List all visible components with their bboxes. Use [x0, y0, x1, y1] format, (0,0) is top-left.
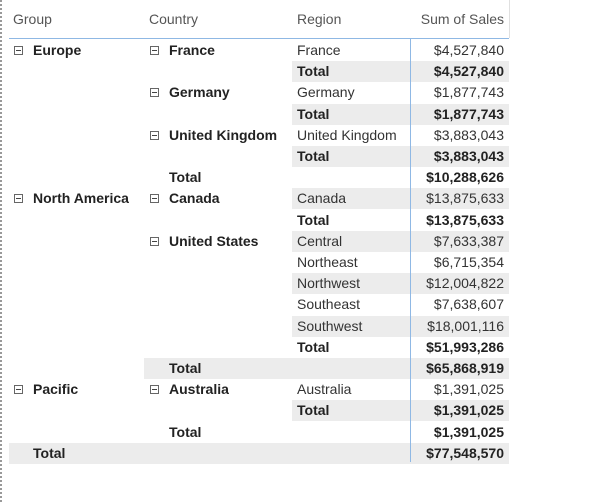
edge-line — [509, 0, 510, 38]
region-cell: Canada — [297, 190, 347, 207]
collapse-icon[interactable] — [150, 46, 159, 55]
row-shade — [292, 400, 509, 422]
region-cell: Total — [297, 148, 330, 164]
sales-cell: $1,877,743 — [433, 84, 504, 101]
sales-cell: $7,638,607 — [433, 296, 504, 313]
collapse-icon[interactable] — [14, 385, 23, 395]
sales-cell: $1,877,743 — [433, 105, 504, 122]
sales-cell: $4,527,840 — [433, 63, 504, 80]
region-cell: Total — [297, 63, 330, 80]
collapse-icon[interactable] — [150, 236, 159, 246]
header-group[interactable]: Group — [13, 11, 52, 27]
row-shade — [292, 103, 509, 125]
group-cell: Europe — [33, 42, 82, 58]
region-cell: Northeast — [297, 254, 358, 270]
sales-cell: $65,868,919 — [426, 360, 504, 376]
region-cell: Total — [297, 338, 330, 355]
collapse-icon[interactable] — [150, 130, 159, 140]
sales-cell: $13,875,633 — [426, 190, 504, 207]
sales-cell: $13,875,633 — [426, 211, 504, 228]
country-cell: Total — [169, 169, 202, 186]
sales-cell: $51,993,286 — [426, 338, 504, 355]
column-divider — [410, 38, 411, 462]
sales-cell: $10,288,626 — [426, 169, 504, 186]
row-shade — [292, 273, 509, 295]
row-shade — [292, 146, 509, 167]
header-country[interactable]: Country — [149, 11, 199, 27]
region-cell: France — [297, 42, 341, 58]
region-cell: Northwest — [297, 275, 361, 292]
row-shade — [292, 188, 509, 210]
row-shade — [292, 315, 509, 337]
country-cell: Germany — [169, 84, 230, 101]
collapse-icon[interactable] — [150, 385, 159, 395]
sales-cell: $7,633,387 — [433, 232, 504, 249]
country-cell: Canada — [169, 190, 220, 207]
sales-cell: $18,001,116 — [427, 317, 504, 334]
sales-cell: $1,391,025 — [433, 423, 504, 440]
group-cell: Pacific — [33, 381, 79, 398]
header-sales[interactable]: Sum of Sales — [420, 11, 504, 27]
region-cell: Germany — [297, 84, 355, 101]
row-shade — [292, 61, 509, 83]
header-divider — [9, 38, 509, 39]
region-cell: Southeast — [297, 296, 361, 313]
sales-cell: $3,883,043 — [433, 148, 504, 164]
group-cell: North America — [33, 190, 129, 207]
country-cell: Total — [169, 423, 202, 440]
sales-cell: $12,004,822 — [426, 275, 504, 292]
sales-cell: $6,715,354 — [433, 254, 504, 270]
sales-cell: $4,527,840 — [433, 42, 504, 58]
country-cell: Total — [169, 360, 202, 376]
collapse-icon[interactable] — [14, 194, 23, 204]
region-cell: Total — [297, 211, 330, 228]
country-cell: United Kingdom — [169, 126, 278, 143]
group-cell: Total — [33, 444, 66, 461]
row-shade — [144, 358, 509, 379]
region-cell: United Kingdom — [297, 126, 397, 143]
row-shade — [292, 230, 509, 252]
collapse-icon[interactable] — [150, 88, 159, 98]
region-cell: Central — [297, 232, 343, 249]
sales-cell: $1,391,025 — [433, 381, 504, 398]
sales-cell: $1,391,025 — [433, 402, 504, 419]
row-shade — [9, 442, 509, 464]
header-region[interactable]: Region — [297, 11, 342, 27]
country-cell: Australia — [169, 381, 229, 398]
country-cell: France — [169, 42, 215, 58]
region-cell: Total — [297, 105, 330, 122]
collapse-icon[interactable] — [14, 46, 23, 55]
region-cell: Southwest — [297, 317, 363, 334]
country-cell: United States — [169, 232, 259, 249]
sales-cell: $3,883,043 — [433, 126, 504, 143]
region-cell: Australia — [297, 381, 352, 398]
collapse-icon[interactable] — [150, 194, 159, 204]
region-cell: Total — [297, 402, 330, 419]
sales-cell: $77,548,570 — [426, 444, 504, 461]
